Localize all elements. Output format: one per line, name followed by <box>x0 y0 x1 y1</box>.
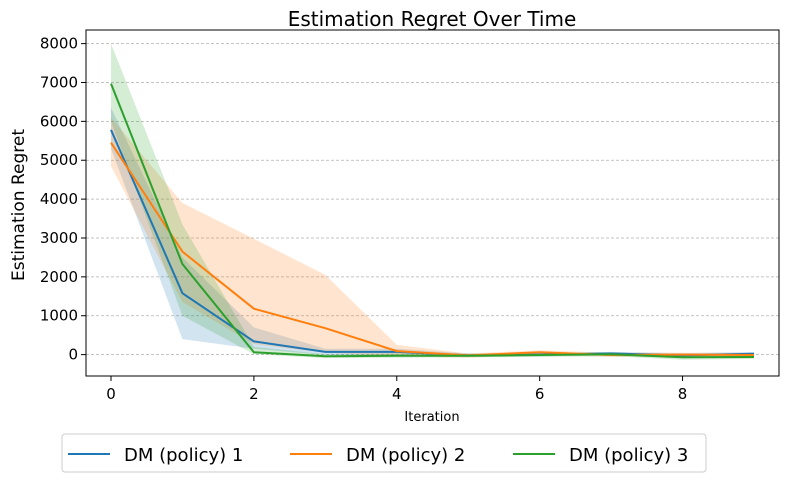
y-tick-label: 8000 <box>40 35 78 53</box>
y-tick-label: 6000 <box>40 112 78 130</box>
y-tick-label: 7000 <box>40 73 78 91</box>
plot-frame <box>85 29 780 377</box>
y-tick-label: 5000 <box>40 151 78 169</box>
legend-label-2: DM (policy) 2 <box>346 445 465 466</box>
y-tick-label: 3000 <box>40 229 78 247</box>
series-lines <box>110 83 755 359</box>
x-axis-label: Iteration <box>404 410 459 425</box>
y-tick-label: 2000 <box>40 268 78 286</box>
legend-label-3: DM (policy) 3 <box>569 445 688 466</box>
y-axis-ticks: 0 1000 2000 3000 4000 5000 6000 7000 8000 <box>40 35 86 364</box>
x-tick-label: 8 <box>678 385 688 403</box>
legend: DM (policy) 1 DM (policy) 2 DM (policy) 3 <box>61 433 707 473</box>
series-band-2 <box>111 117 754 358</box>
legend-box <box>61 433 707 473</box>
x-tick-label: 0 <box>106 385 116 403</box>
x-axis-ticks: 0 2 4 6 8 <box>106 376 687 403</box>
y-tick-label: 0 <box>68 346 78 364</box>
y-axis-label: Estimation Regret <box>9 129 29 281</box>
x-tick-label: 2 <box>249 385 259 403</box>
confidence-bands <box>111 43 754 360</box>
series-line-3 <box>110 83 755 359</box>
series-band-3 <box>111 43 754 360</box>
x-tick-label: 6 <box>535 385 545 403</box>
gridlines <box>86 43 779 356</box>
y-tick-label: 4000 <box>40 190 78 208</box>
chart-title: Estimation Regret Over Time <box>288 7 577 31</box>
x-tick-label: 4 <box>392 385 402 403</box>
y-tick-label: 1000 <box>40 307 78 325</box>
legend-label-1: DM (policy) 1 <box>124 445 243 466</box>
